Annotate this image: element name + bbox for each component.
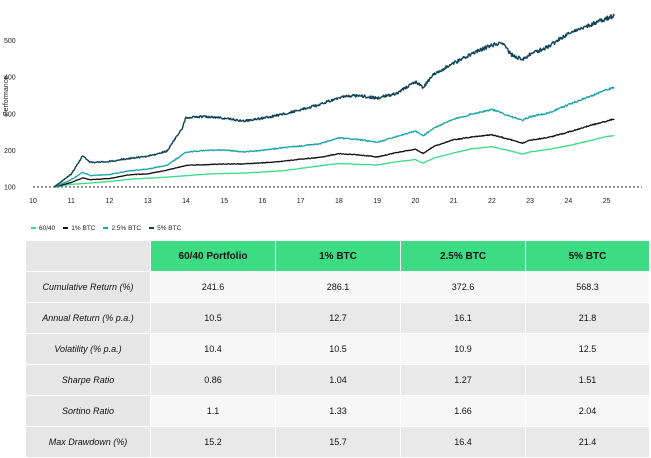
table-row: Annual Return (% p.a.) 10.5 12.7 16.1 21.8 — [25, 302, 650, 334]
legend-item: 2.5% BTC — [103, 225, 141, 232]
x-tick-label: 14 — [182, 198, 190, 205]
table-row: Sharpe Ratio 0.86 1.04 1.27 1.51 — [25, 364, 650, 396]
x-tick-label: 23 — [526, 198, 534, 205]
x-tick-label: 10 — [29, 198, 37, 205]
table-cell: 1.33 — [275, 395, 401, 427]
legend-label: 5% BTC — [157, 224, 182, 232]
table-row-label: Annual Return (% p.a.) — [25, 302, 151, 334]
table-header-cell: 5% BTC — [525, 240, 650, 272]
table-row-label: Sortino Ratio — [25, 395, 151, 427]
legend-swatch — [63, 227, 69, 229]
table-cell: 1.66 — [400, 395, 526, 427]
table-cell: 372.6 — [400, 271, 526, 303]
y-axis-label: Performance — [3, 76, 10, 116]
table-header-cell: 1% BTC — [275, 240, 401, 272]
x-tick-label: 24 — [564, 198, 572, 205]
table-corner-cell — [25, 240, 151, 272]
x-tick-label: 15 — [220, 198, 228, 205]
x-tick-label: 11 — [68, 198, 75, 205]
table-row-label: Max Drawdown (%) — [25, 426, 151, 458]
table-cell: 0.86 — [150, 364, 276, 396]
legend-label: 1% BTC — [71, 224, 96, 232]
legend-swatch — [103, 227, 109, 229]
legend-label: 2.5% BTC — [111, 224, 142, 232]
table-row: Max Drawdown (%) 15.2 15.7 16.4 21.4 — [25, 426, 650, 458]
legend-item: 1% BTC — [63, 225, 95, 232]
table-cell: 16.4 — [400, 426, 526, 458]
x-tick-label: 19 — [373, 198, 381, 205]
legend-item: 5% BTC — [149, 225, 181, 232]
series-line — [53, 134, 615, 188]
table-cell: 16.1 — [400, 302, 526, 334]
table-row-label: Cumulative Return (%) — [25, 271, 151, 303]
table-header-cell: 2.5% BTC — [400, 240, 526, 272]
table-cell: 2.04 — [525, 395, 650, 427]
legend-label: 60/40 — [39, 224, 56, 232]
table-cell: 241.6 — [150, 271, 276, 303]
legend-item: 60/40 — [31, 225, 55, 232]
legend-swatch — [31, 227, 36, 229]
table-row-label: Sharpe Ratio — [25, 364, 151, 396]
table-header-row: 60/40 Portfolio 1% BTC 2.5% BTC 5% BTC — [25, 240, 650, 272]
table-cell: 568.3 — [525, 271, 650, 303]
table-cell: 1.1 — [150, 395, 276, 427]
table-cell: 1.51 — [525, 364, 650, 396]
y-tick-label: 500 — [4, 38, 16, 45]
table-cell: 1.04 — [275, 364, 401, 396]
x-tick-label: 18 — [335, 198, 343, 205]
table-cell: 10.9 — [400, 333, 526, 365]
table-row: Volatility (% p.a.) 10.4 10.5 10.9 12.5 — [25, 333, 650, 365]
legend-swatch — [149, 227, 155, 229]
table-cell: 12.5 — [525, 333, 650, 365]
x-tick-label: 16 — [259, 198, 267, 205]
performance-chart: 100 200 300 400 500 Performance 10 11 12 13 14 15 16… — [0, 0, 651, 215]
table-cell: 12.7 — [275, 302, 401, 334]
y-tick-label: 200 — [4, 148, 16, 155]
x-tick-label: 12 — [106, 198, 114, 205]
series-line — [53, 86, 615, 188]
table-cell: 15.7 — [275, 426, 401, 458]
table-cell: 10.5 — [275, 333, 401, 365]
performance-chart-svg: 100 200 300 400 500 Performance 10 11 12 13 14 15 16… — [3, 13, 642, 205]
table-cell: 15.2 — [150, 426, 276, 458]
table-cell: 1.27 — [400, 364, 526, 396]
table-cell: 10.5 — [150, 302, 276, 334]
table-cell: 10.4 — [150, 333, 276, 365]
table-cell: 21.8 — [525, 302, 650, 334]
table-cell: 286.1 — [275, 271, 401, 303]
y-tick-label: 300 — [4, 111, 16, 118]
table-row-label: Volatility (% p.a.) — [25, 333, 151, 365]
y-tick-label: 100 — [4, 185, 16, 192]
x-tick-label: 17 — [297, 198, 305, 205]
table-cell: 21.4 — [525, 426, 650, 458]
table-row: Sortino Ratio 1.1 1.33 1.66 2.04 — [25, 395, 650, 427]
series-line — [53, 118, 615, 188]
x-tick-label: 13 — [144, 198, 152, 205]
statistics-table: 60/40 Portfolio 1% BTC 2.5% BTC 5% BTC C… — [25, 240, 650, 458]
chart-legend: 60/40 1% BTC 2.5% BTC 5% BTC — [31, 222, 181, 234]
x-tick-label: 25 — [603, 198, 611, 205]
series-line — [53, 13, 615, 188]
table-header-cell: 60/40 Portfolio — [150, 240, 276, 272]
x-tick-label: 20 — [412, 198, 420, 205]
table-row: Cumulative Return (%) 241.6 286.1 372.6 568.… — [25, 271, 650, 303]
y-tick-label: 400 — [4, 75, 16, 82]
x-tick-label: 21 — [450, 198, 458, 205]
x-tick-label: 22 — [488, 198, 496, 205]
